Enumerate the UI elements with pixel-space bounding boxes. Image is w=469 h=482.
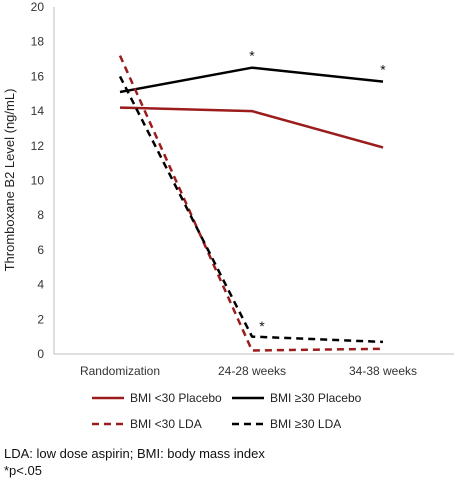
y-axis-title: Thromboxane B2 Level (ng/mL): [2, 89, 17, 272]
y-tick-label: 0: [37, 347, 44, 361]
footnote-significance: *p<.05: [4, 463, 42, 478]
y-tick-label: 18: [31, 35, 45, 49]
significance-star: *: [259, 318, 265, 334]
series-line: [118, 55, 384, 352]
significance-markers: * * *: [249, 48, 386, 335]
series-line: [119, 106, 384, 149]
y-tick-label: 14: [31, 104, 45, 118]
y-tick-label: 16: [31, 69, 45, 83]
y-tick-label: 4: [37, 278, 44, 292]
legend: BMI <30 Placebo BMI ≥30 Placebo BMI <30 LD…: [92, 391, 362, 431]
y-tick-label: 12: [31, 139, 45, 153]
x-tick-label: 24-28 weeks: [218, 364, 286, 378]
y-tick-label: 6: [37, 243, 44, 257]
series-line: [119, 66, 384, 94]
legend-label: BMI <30 LDA: [130, 417, 202, 431]
significance-star: *: [249, 48, 255, 64]
legend-label: BMI ≥30 LDA: [270, 417, 341, 431]
legend-label: BMI ≥30 Placebo: [270, 391, 362, 405]
footnote-abbreviations: LDA: low dose aspirin; BMI: body mass in…: [4, 446, 265, 461]
y-tick-label: 10: [31, 174, 45, 188]
x-tick-label: Randomization: [80, 364, 160, 378]
series-line: [118, 75, 384, 344]
legend-label: BMI <30 Placebo: [130, 391, 222, 405]
x-tick-labels: Randomization 24-28 weeks 34-38 weeks: [80, 364, 417, 378]
significance-star: *: [380, 61, 386, 77]
y-tick-label: 2: [37, 312, 44, 326]
x-tick-label: 34-38 weeks: [349, 364, 417, 378]
series-lines: [118, 55, 384, 352]
y-tick-labels: 0 2 4 6 8 10 12 14 16 18 20: [31, 0, 45, 361]
y-tick-label: 20: [31, 0, 45, 14]
y-tick-label: 8: [37, 208, 44, 222]
